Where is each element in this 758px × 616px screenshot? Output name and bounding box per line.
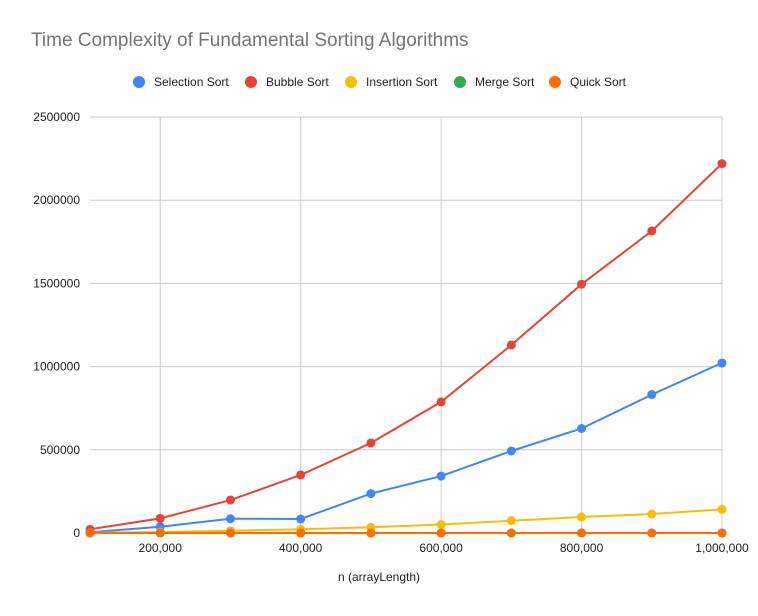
legend-label-merge-sort: Merge Sort xyxy=(475,75,535,89)
x-tick-label: 200,000 xyxy=(139,541,183,555)
legend-label-quick-sort: Quick Sort xyxy=(570,75,627,89)
y-tick-label: 1500000 xyxy=(33,276,80,290)
x-tick-label: 600,000 xyxy=(419,541,463,555)
data-point-selection-sort xyxy=(506,446,516,456)
data-point-quick-sort xyxy=(577,528,587,538)
legend-item-selection-sort[interactable]: Selection Sort xyxy=(133,71,229,93)
tick-labels: 0 500000 1000000 1500000 2000000 2500000 200,0… xyxy=(33,110,749,555)
legend-marker-bubble-sort xyxy=(245,76,257,88)
data-point-bubble-sort xyxy=(506,340,516,350)
data-point-selection-sort xyxy=(717,358,727,368)
data-point-insertion-sort xyxy=(506,516,516,526)
data-point-quick-sort xyxy=(225,528,235,538)
series-points xyxy=(85,159,727,538)
x-tick-label: 1,000,000 xyxy=(695,541,749,555)
data-point-bubble-sort xyxy=(225,495,235,505)
legend-label-bubble-sort: Bubble Sort xyxy=(266,75,329,89)
legend-marker-merge-sort xyxy=(454,76,466,88)
data-point-insertion-sort xyxy=(647,509,657,519)
data-point-selection-sort xyxy=(577,424,587,434)
data-point-insertion-sort xyxy=(577,512,587,522)
y-tick-label: 2000000 xyxy=(33,193,80,207)
data-point-selection-sort xyxy=(225,514,235,524)
legend-label-selection-sort: Selection Sort xyxy=(154,75,229,89)
x-tick-label: 400,000 xyxy=(279,541,323,555)
chart-title: Time Complexity of Fundamental Sorting A… xyxy=(31,30,469,51)
series-lines xyxy=(89,162,723,534)
data-point-selection-sort xyxy=(366,489,376,499)
legend-item-quick-sort[interactable]: Quick Sort xyxy=(549,71,626,93)
series-line-bubble-sort xyxy=(89,162,723,531)
legend-item-insertion-sort[interactable]: Insertion Sort xyxy=(345,71,437,93)
legend-marker-selection-sort xyxy=(133,76,145,88)
x-axis-label: n (arrayLength) xyxy=(337,570,421,584)
legend-label-insertion-sort: Insertion Sort xyxy=(366,75,438,89)
data-point-quick-sort xyxy=(717,528,727,538)
data-point-bubble-sort xyxy=(366,438,376,448)
legend-marker-quick-sort xyxy=(549,76,561,88)
legend-item-merge-sort[interactable]: Merge Sort xyxy=(454,71,534,93)
data-point-bubble-sort xyxy=(155,513,165,523)
x-tick-label: 800,000 xyxy=(560,541,604,555)
data-point-bubble-sort xyxy=(717,159,727,169)
data-point-insertion-sort xyxy=(436,520,446,530)
data-point-quick-sort xyxy=(436,528,446,538)
grid-lines xyxy=(90,116,723,533)
data-point-bubble-sort xyxy=(647,226,657,236)
y-tick-label: 0 xyxy=(73,526,80,540)
data-point-bubble-sort xyxy=(436,397,446,407)
data-point-quick-sort xyxy=(155,528,165,538)
data-point-bubble-sort xyxy=(296,470,306,480)
series-line-insertion-sort xyxy=(89,508,723,534)
data-point-quick-sort xyxy=(366,528,376,538)
series-line-selection-sort xyxy=(89,361,723,534)
data-point-quick-sort xyxy=(647,528,657,538)
data-point-selection-sort xyxy=(647,390,657,400)
legend-marker-insertion-sort xyxy=(345,76,357,88)
data-point-quick-sort xyxy=(85,528,95,538)
data-point-bubble-sort xyxy=(577,279,587,289)
y-tick-label: 2500000 xyxy=(33,110,80,124)
data-point-selection-sort xyxy=(436,471,446,481)
legend: Selection Sort Bubble Sort Insertion Sor… xyxy=(0,71,758,93)
legend-item-bubble-sort[interactable]: Bubble Sort xyxy=(245,71,329,93)
data-point-insertion-sort xyxy=(717,504,727,514)
data-point-quick-sort xyxy=(296,528,306,538)
y-tick-label: 1000000 xyxy=(33,360,80,374)
data-point-quick-sort xyxy=(506,528,516,538)
y-tick-label: 500000 xyxy=(40,443,80,457)
data-point-selection-sort xyxy=(296,514,306,524)
